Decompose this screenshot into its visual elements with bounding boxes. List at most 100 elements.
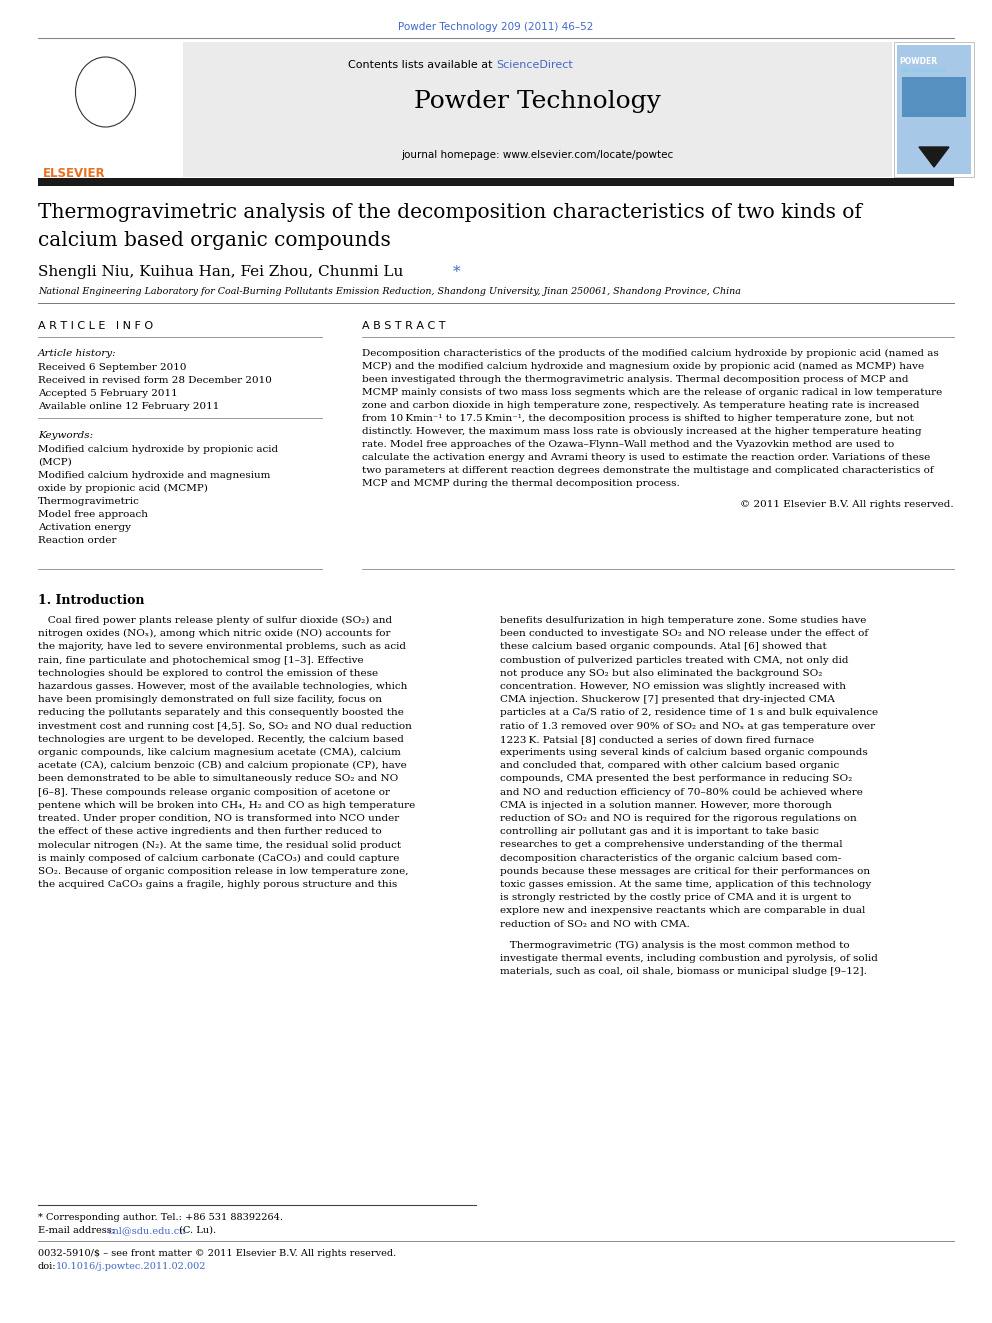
- Text: ELSEVIER: ELSEVIER: [43, 167, 105, 180]
- Text: ratio of 1.3 removed over 90% of SO₂ and NOₓ at gas temperature over: ratio of 1.3 removed over 90% of SO₂ and…: [500, 721, 875, 730]
- Text: Reaction order: Reaction order: [38, 536, 116, 545]
- Text: National Engineering Laboratory for Coal-Burning Pollutants Emission Reduction, : National Engineering Laboratory for Coal…: [38, 287, 741, 296]
- Text: investigate thermal events, including combustion and pyrolysis, of solid: investigate thermal events, including co…: [500, 954, 878, 963]
- Text: E-mail address:: E-mail address:: [38, 1226, 118, 1234]
- Text: been conducted to investigate SO₂ and NO release under the effect of: been conducted to investigate SO₂ and NO…: [500, 630, 868, 638]
- Text: molecular nitrogen (N₂). At the same time, the residual solid product: molecular nitrogen (N₂). At the same tim…: [38, 840, 401, 849]
- Text: have been promisingly demonstrated on full size facility, focus on: have been promisingly demonstrated on fu…: [38, 695, 382, 704]
- Text: Shengli Niu, Kuihua Han, Fei Zhou, Chunmi Lu: Shengli Niu, Kuihua Han, Fei Zhou, Chunm…: [38, 265, 409, 279]
- Text: (C. Lu).: (C. Lu).: [176, 1226, 216, 1234]
- Text: Thermogravimetric analysis of the decomposition characteristics of two kinds of: Thermogravimetric analysis of the decomp…: [38, 202, 862, 222]
- Text: journal homepage: www.elsevier.com/locate/powtec: journal homepage: www.elsevier.com/locat…: [402, 149, 674, 160]
- Text: 10.1016/j.powtec.2011.02.002: 10.1016/j.powtec.2011.02.002: [56, 1262, 206, 1271]
- Bar: [183, 42, 892, 177]
- Text: pounds because these messages are critical for their performances on: pounds because these messages are critic…: [500, 867, 870, 876]
- Text: Received 6 September 2010: Received 6 September 2010: [38, 363, 186, 372]
- Text: Modified calcium hydroxide by propionic acid: Modified calcium hydroxide by propionic …: [38, 445, 278, 454]
- Text: not produce any SO₂ but also eliminated the background SO₂: not produce any SO₂ but also eliminated …: [500, 669, 822, 677]
- Text: been investigated through the thermogravimetric analysis. Thermal decomposition : been investigated through the thermograv…: [362, 374, 909, 384]
- Text: and concluded that, compared with other calcium based organic: and concluded that, compared with other …: [500, 761, 839, 770]
- Text: rain, fine particulate and photochemical smog [1–3]. Effective: rain, fine particulate and photochemical…: [38, 656, 364, 664]
- Text: nitrogen oxides (NOₓ), among which nitric oxide (NO) accounts for: nitrogen oxides (NOₓ), among which nitri…: [38, 630, 391, 638]
- Text: is mainly composed of calcium carbonate (CaCO₃) and could capture: is mainly composed of calcium carbonate …: [38, 853, 400, 863]
- Text: reducing the pollutants separately and this consequently boosted the: reducing the pollutants separately and t…: [38, 708, 404, 717]
- Text: compounds, CMA presented the best performance in reducing SO₂: compounds, CMA presented the best perfor…: [500, 774, 852, 783]
- Text: MCP) and the modified calcium hydroxide and magnesium oxide by propionic acid (n: MCP) and the modified calcium hydroxide …: [362, 363, 925, 372]
- Text: organic compounds, like calcium magnesium acetate (CMA), calcium: organic compounds, like calcium magnesiu…: [38, 747, 401, 757]
- Text: Received in revised form 28 December 2010: Received in revised form 28 December 201…: [38, 376, 272, 385]
- Text: *: *: [453, 265, 460, 279]
- Text: treated. Under proper condition, NO is transformed into NCO under: treated. Under proper condition, NO is t…: [38, 814, 399, 823]
- Text: A R T I C L E   I N F O: A R T I C L E I N F O: [38, 321, 153, 331]
- Text: concentration. However, NO emission was slightly increased with: concentration. However, NO emission was …: [500, 681, 846, 691]
- Text: cnl@sdu.edu.cn: cnl@sdu.edu.cn: [108, 1226, 186, 1234]
- Text: distinctly. However, the maximum mass loss rate is obviously increased at the hi: distinctly. However, the maximum mass lo…: [362, 427, 922, 437]
- Text: ScienceDirect: ScienceDirect: [496, 60, 572, 70]
- Text: Model free approach: Model free approach: [38, 509, 148, 519]
- Text: two parameters at different reaction degrees demonstrate the multistage and comp: two parameters at different reaction deg…: [362, 466, 933, 475]
- Text: these calcium based organic compounds. Atal [6] showed that: these calcium based organic compounds. A…: [500, 643, 826, 651]
- Bar: [902, 77, 966, 116]
- Text: technologies are urgent to be developed. Recently, the calcium based: technologies are urgent to be developed.…: [38, 734, 404, 744]
- Text: the acquired CaCO₃ gains a fragile, highly porous structure and this: the acquired CaCO₃ gains a fragile, high…: [38, 880, 397, 889]
- Text: 1223 K. Patsial [8] conducted a series of down fired furnace: 1223 K. Patsial [8] conducted a series o…: [500, 734, 814, 744]
- Text: rate. Model free approaches of the Ozawa–Flynn–Wall method and the Vyazovkin met: rate. Model free approaches of the Ozawa…: [362, 441, 894, 448]
- Text: the majority, have led to severe environmental problems, such as acid: the majority, have led to severe environ…: [38, 643, 406, 651]
- Text: Thermogravimetric (TG) analysis is the most common method to: Thermogravimetric (TG) analysis is the m…: [500, 941, 849, 950]
- Text: oxide by propionic acid (MCMP): oxide by propionic acid (MCMP): [38, 484, 208, 493]
- Text: * Corresponding author. Tel.: +86 531 88392264.: * Corresponding author. Tel.: +86 531 88…: [38, 1213, 283, 1222]
- Text: CMA is injected in a solution manner. However, more thorough: CMA is injected in a solution manner. Ho…: [500, 800, 832, 810]
- Text: benefits desulfurization in high temperature zone. Some studies have: benefits desulfurization in high tempera…: [500, 617, 866, 624]
- Text: calcium based organic compounds: calcium based organic compounds: [38, 232, 391, 250]
- Text: materials, such as coal, oil shale, biomass or municipal sludge [9–12].: materials, such as coal, oil shale, biom…: [500, 967, 867, 976]
- Text: reduction of SO₂ and NO with CMA.: reduction of SO₂ and NO with CMA.: [500, 919, 689, 929]
- Text: particles at a Ca/S ratio of 2, residence time of 1 s and bulk equivalence: particles at a Ca/S ratio of 2, residenc…: [500, 708, 878, 717]
- Text: [6–8]. These compounds release organic composition of acetone or: [6–8]. These compounds release organic c…: [38, 787, 390, 796]
- Text: toxic gasses emission. At the same time, application of this technology: toxic gasses emission. At the same time,…: [500, 880, 871, 889]
- Text: been demonstrated to be able to simultaneously reduce SO₂ and NO: been demonstrated to be able to simultan…: [38, 774, 398, 783]
- Text: researches to get a comprehensive understanding of the thermal: researches to get a comprehensive unders…: [500, 840, 842, 849]
- Text: CMA injection. Shuckerow [7] presented that dry-injected CMA: CMA injection. Shuckerow [7] presented t…: [500, 695, 835, 704]
- Text: explore new and inexpensive reactants which are comparable in dual: explore new and inexpensive reactants wh…: [500, 906, 865, 916]
- Text: Article history:: Article history:: [38, 349, 117, 359]
- Text: POWDER: POWDER: [899, 57, 937, 66]
- Text: experiments using several kinds of calcium based organic compounds: experiments using several kinds of calci…: [500, 747, 868, 757]
- Text: (MCP): (MCP): [38, 458, 71, 467]
- Bar: [894, 42, 974, 177]
- Text: Keywords:: Keywords:: [38, 431, 93, 441]
- Text: is strongly restricted by the costly price of CMA and it is urgent to: is strongly restricted by the costly pri…: [500, 893, 851, 902]
- Text: from 10 Kmin⁻¹ to 17.5 Kmin⁻¹, the decomposition process is shifted to higher te: from 10 Kmin⁻¹ to 17.5 Kmin⁻¹, the decom…: [362, 414, 914, 423]
- Text: acetate (CA), calcium benzoic (CB) and calcium propionate (CP), have: acetate (CA), calcium benzoic (CB) and c…: [38, 761, 407, 770]
- Text: technologies should be explored to control the emission of these: technologies should be explored to contr…: [38, 669, 378, 677]
- Text: controlling air pollutant gas and it is important to take basic: controlling air pollutant gas and it is …: [500, 827, 818, 836]
- Text: Contents lists available at: Contents lists available at: [348, 60, 496, 70]
- Text: doi:: doi:: [38, 1262, 57, 1271]
- Bar: [897, 45, 971, 175]
- Text: Coal fired power plants release plenty of sulfur dioxide (SO₂) and: Coal fired power plants release plenty o…: [38, 617, 392, 626]
- Text: 0032-5910/$ – see front matter © 2011 Elsevier B.V. All rights reserved.: 0032-5910/$ – see front matter © 2011 El…: [38, 1249, 396, 1258]
- Text: Powder Technology 209 (2011) 46–52: Powder Technology 209 (2011) 46–52: [399, 22, 593, 32]
- Text: Activation energy: Activation energy: [38, 523, 131, 532]
- Text: calculate the activation energy and Avrami theory is used to estimate the reacti: calculate the activation energy and Avra…: [362, 452, 930, 462]
- Text: Thermogravimetric: Thermogravimetric: [38, 497, 140, 505]
- Text: zone and carbon dioxide in high temperature zone, respectively. As temperature h: zone and carbon dioxide in high temperat…: [362, 401, 920, 410]
- Text: Powder Technology: Powder Technology: [414, 90, 661, 112]
- Text: decomposition characteristics of the organic calcium based com-: decomposition characteristics of the org…: [500, 853, 841, 863]
- Text: reduction of SO₂ and NO is required for the rigorous regulations on: reduction of SO₂ and NO is required for …: [500, 814, 857, 823]
- Text: investment cost and running cost [4,5]. So, SO₂ and NO dual reduction: investment cost and running cost [4,5]. …: [38, 721, 412, 730]
- Text: TECHNOLOGY: TECHNOLOGY: [899, 67, 946, 73]
- Text: Modified calcium hydroxide and magnesium: Modified calcium hydroxide and magnesium: [38, 471, 271, 480]
- Text: pentene which will be broken into CH₄, H₂ and CO as high temperature: pentene which will be broken into CH₄, H…: [38, 800, 416, 810]
- Text: © 2011 Elsevier B.V. All rights reserved.: © 2011 Elsevier B.V. All rights reserved…: [740, 500, 954, 509]
- Text: combustion of pulverized particles treated with CMA, not only did: combustion of pulverized particles treat…: [500, 656, 848, 664]
- Text: Available online 12 February 2011: Available online 12 February 2011: [38, 402, 219, 411]
- Text: SO₂. Because of organic composition release in low temperature zone,: SO₂. Because of organic composition rele…: [38, 867, 409, 876]
- Text: hazardous gasses. However, most of the available technologies, which: hazardous gasses. However, most of the a…: [38, 681, 408, 691]
- Text: Decomposition characteristics of the products of the modified calcium hydroxide : Decomposition characteristics of the pro…: [362, 349, 938, 359]
- Text: A B S T R A C T: A B S T R A C T: [362, 321, 445, 331]
- Text: Accepted 5 February 2011: Accepted 5 February 2011: [38, 389, 178, 398]
- Text: the effect of these active ingredients and then further reduced to: the effect of these active ingredients a…: [38, 827, 382, 836]
- Text: MCMP mainly consists of two mass loss segments which are the release of organic : MCMP mainly consists of two mass loss se…: [362, 388, 942, 397]
- Bar: [38, 179, 954, 187]
- Text: and NO and reduction efficiency of 70–80% could be achieved where: and NO and reduction efficiency of 70–80…: [500, 787, 863, 796]
